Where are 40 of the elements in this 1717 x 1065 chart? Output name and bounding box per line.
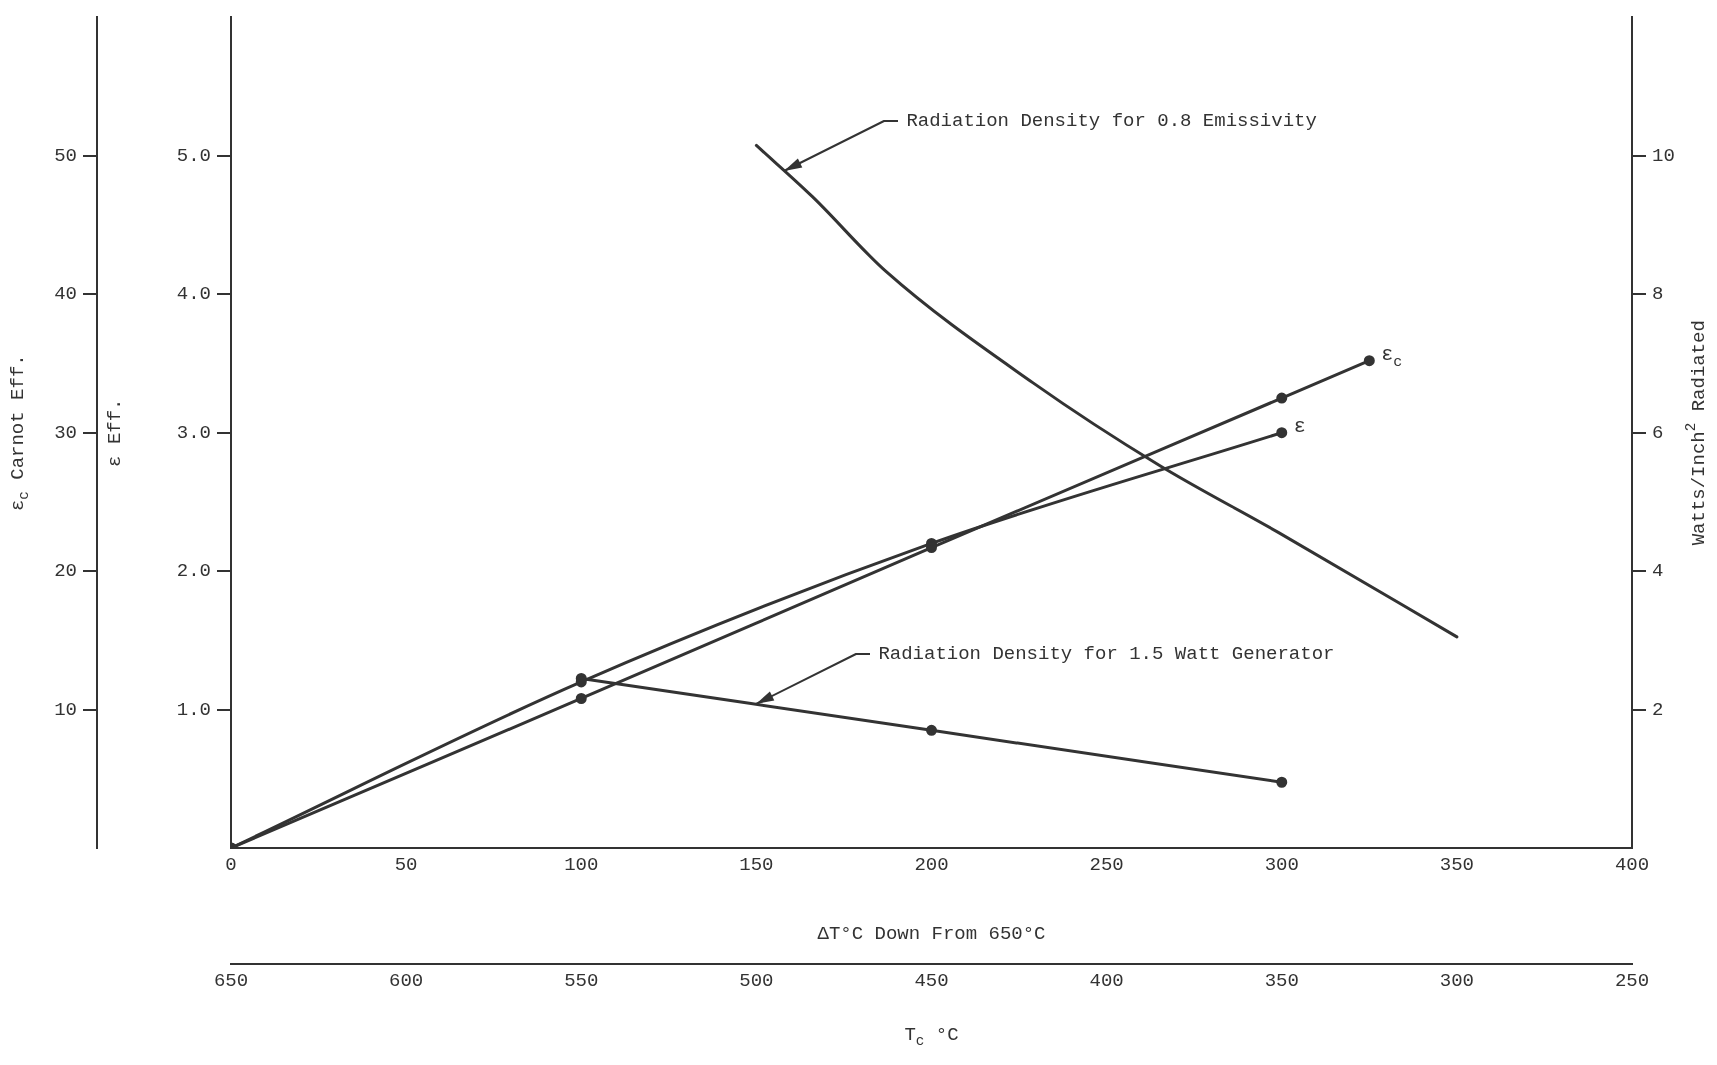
y2-tick-label: 2 — [1652, 698, 1664, 721]
x2-tick-label: 600 — [389, 970, 424, 993]
y3-axis-title: εc Carnot Eff. — [7, 354, 33, 512]
x2-tick-label: 550 — [564, 970, 599, 993]
text: Radiation Density for 1.5 Watt Generator — [878, 643, 1335, 666]
text: Radiation Density for 0.8 Emissivity — [906, 110, 1317, 133]
y3-tick-label: 10 — [54, 698, 77, 721]
x2-tick-label: 500 — [739, 970, 774, 993]
x2-tick-label: 300 — [1439, 970, 1474, 993]
y2-axis-title: Watts/Inch2 Radiated — [1683, 320, 1711, 546]
x2-tick-label: 350 — [1264, 970, 1299, 993]
y-tick-label: 4.0 — [176, 283, 211, 306]
y-tick-label: 5.0 — [176, 144, 211, 167]
x2-tick-label: 450 — [914, 970, 949, 993]
x-tick-label: 200 — [914, 854, 949, 877]
y-tick-label: 3.0 — [176, 421, 211, 444]
x-tick-label: 300 — [1264, 854, 1299, 877]
y2-tick-label: 10 — [1652, 144, 1675, 167]
y2-tick-label: 8 — [1652, 283, 1664, 306]
x2-tick-label: 650 — [213, 970, 249, 993]
x-tick-label: 0 — [225, 854, 237, 877]
y3-tick-label: 40 — [54, 283, 77, 306]
x2-tick-label: 400 — [1089, 970, 1124, 993]
x-tick-label: 100 — [564, 854, 599, 877]
x-tick-label: 50 — [394, 854, 418, 877]
series-label: ε — [1293, 415, 1306, 438]
y-axis-title: ε Eff. — [104, 398, 127, 467]
x-axis-title: ΔT°C Down From 650°C — [817, 923, 1046, 946]
y3-tick-label: 30 — [54, 421, 77, 444]
y2-tick-label: 6 — [1652, 421, 1664, 444]
x-tick-label: 150 — [739, 854, 774, 877]
x-tick-label: 250 — [1089, 854, 1124, 877]
y3-tick-label: 20 — [54, 560, 77, 583]
x-tick-label: 400 — [1614, 854, 1650, 877]
y3-tick-label: 50 — [54, 144, 77, 167]
y-tick-label: 2.0 — [176, 560, 211, 583]
x-tick-label: 350 — [1439, 854, 1474, 877]
y2-tick-label: 4 — [1652, 560, 1664, 583]
y-tick-label: 1.0 — [176, 698, 211, 721]
x2-tick-label: 250 — [1614, 970, 1650, 993]
